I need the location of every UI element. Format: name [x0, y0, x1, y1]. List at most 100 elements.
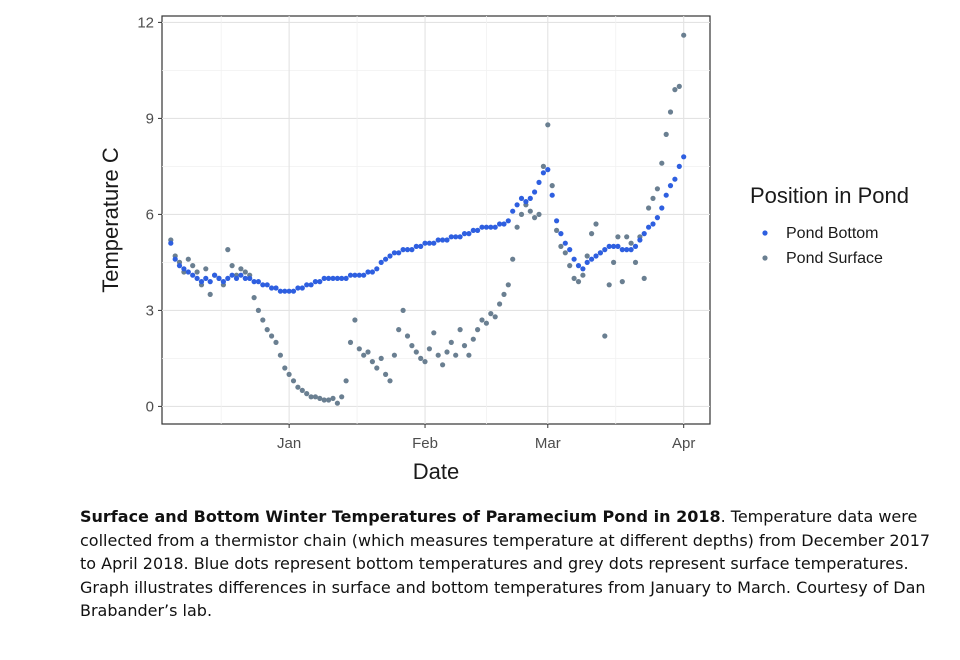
caption-body: . Temperature data were collected from a… [80, 507, 931, 620]
point-pond-bottom [431, 240, 437, 246]
point-pond-bottom [387, 253, 393, 259]
point-pond-bottom [593, 253, 599, 259]
point-pond-surface [483, 320, 489, 326]
point-pond-surface [277, 352, 283, 358]
point-pond-bottom [185, 269, 191, 275]
point-pond-bottom [527, 195, 533, 201]
temperature-chart: 0 3 6 9 12 Jan Feb Mar Apr Date Temperature C P… [98, 14, 909, 484]
point-pond-bottom [448, 234, 454, 240]
point-pond-surface [404, 333, 411, 339]
point-pond-surface [540, 163, 547, 169]
point-pond-bottom [422, 240, 428, 246]
point-pond-bottom [536, 179, 542, 185]
point-pond-bottom [229, 272, 235, 278]
point-pond-bottom [470, 227, 476, 233]
point-pond-surface [448, 339, 454, 345]
point-pond-bottom [290, 288, 297, 294]
point-pond-bottom [194, 275, 200, 281]
point-pond-surface [347, 339, 354, 345]
point-pond-bottom [365, 269, 371, 275]
point-pond-surface [251, 295, 257, 301]
point-pond-surface [326, 397, 332, 403]
figure-caption: Surface and Bottom Winter Temperatures o… [80, 505, 940, 623]
point-pond-bottom [413, 243, 419, 249]
point-pond-bottom [343, 275, 349, 281]
point-pond-surface [304, 391, 310, 397]
point-pond-bottom [255, 279, 261, 285]
point-pond-bottom [391, 250, 397, 256]
point-pond-bottom [269, 285, 275, 291]
point-pond-surface [260, 317, 266, 323]
point-pond-surface [619, 279, 625, 285]
point-pond-surface [273, 339, 279, 345]
y-axis-title: Temperature C [98, 147, 123, 293]
point-pond-surface [185, 256, 191, 262]
point-pond-surface [203, 266, 209, 272]
point-pond-surface [457, 327, 463, 333]
point-pond-bottom [242, 275, 248, 281]
point-pond-bottom [518, 195, 525, 201]
point-pond-surface [580, 272, 586, 278]
point-pond-surface [567, 263, 573, 269]
point-pond-surface [589, 231, 595, 237]
point-pond-surface [667, 109, 674, 115]
point-pond-bottom [597, 250, 604, 256]
point-pond-surface [387, 378, 393, 384]
x-axis-ticks: Jan Feb Mar Apr [277, 424, 695, 452]
point-pond-surface [356, 346, 362, 352]
point-pond-surface [641, 275, 647, 281]
legend: Position in Pond Pond Bottom Pond Surfac… [750, 183, 909, 267]
point-pond-bottom [273, 285, 279, 291]
point-pond-bottom [641, 231, 647, 237]
point-pond-surface [282, 365, 288, 371]
point-pond-surface [409, 343, 415, 349]
legend-title: Position in Pond [750, 183, 909, 208]
point-pond-surface [391, 352, 397, 358]
point-pond-bottom [667, 183, 674, 189]
point-pond-bottom [549, 192, 555, 198]
point-pond-surface [475, 327, 481, 333]
point-pond-surface [190, 263, 196, 269]
point-pond-surface [255, 307, 261, 313]
point-pond-bottom [540, 170, 547, 176]
point-pond-surface [575, 279, 582, 285]
legend-label-pond-bottom: Pond Bottom [786, 225, 879, 242]
point-pond-surface [659, 160, 665, 166]
point-pond-surface [492, 314, 498, 320]
point-pond-bottom [286, 288, 292, 294]
point-pond-bottom [575, 263, 582, 269]
point-pond-bottom [475, 227, 481, 233]
point-pond-surface [378, 355, 384, 361]
legend-marker-pond-bottom [762, 230, 768, 236]
point-pond-bottom [479, 224, 485, 230]
point-pond-bottom [619, 247, 625, 253]
point-pond-surface [413, 349, 419, 355]
point-pond-surface [317, 395, 323, 401]
point-pond-bottom [352, 272, 358, 278]
point-pond-bottom [374, 266, 380, 272]
point-pond-bottom [444, 237, 450, 243]
x-axis-title: Date [413, 459, 459, 484]
legend-marker-pond-surface [762, 255, 768, 261]
data-points [168, 32, 687, 406]
point-pond-bottom [505, 218, 511, 224]
point-pond-bottom [172, 256, 178, 262]
point-pond-bottom [637, 237, 643, 243]
point-pond-bottom [558, 231, 564, 237]
point-pond-surface [295, 384, 301, 390]
point-pond-surface [365, 349, 371, 355]
point-pond-bottom [225, 275, 231, 281]
point-pond-surface [632, 259, 639, 265]
y-tick-label: 3 [146, 302, 154, 319]
point-pond-bottom [457, 234, 463, 240]
point-pond-surface [672, 87, 678, 93]
point-pond-bottom [632, 243, 639, 249]
point-pond-bottom [277, 288, 283, 294]
point-pond-surface [611, 259, 617, 265]
y-tick-label: 12 [137, 14, 154, 31]
point-pond-bottom [308, 282, 314, 288]
point-pond-surface [628, 240, 634, 246]
point-pond-surface [194, 269, 200, 275]
point-pond-bottom [198, 279, 205, 285]
y-axis-ticks: 0 3 6 9 12 [137, 14, 162, 415]
